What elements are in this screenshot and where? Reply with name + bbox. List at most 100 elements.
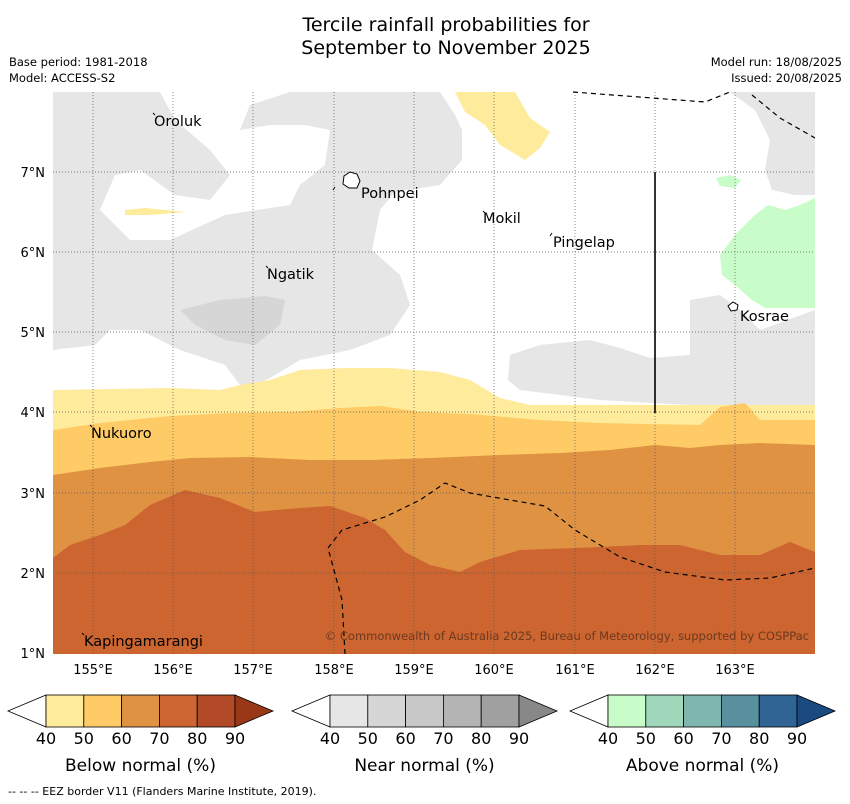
below-70-80-band [53,490,815,654]
colorbar-segment [442,694,482,728]
copyright-notice: © Commonwealth of Australia 2025, Bureau… [325,629,809,643]
near-normal-darker [180,296,285,345]
lat-tick-label: 4°N [21,406,46,421]
lat-tick-labels: 7°N 6°N 5°N 4°N 3°N 2°N 1°N [21,166,46,662]
place-label: Ngatik [267,267,315,283]
colorbar-label: Above normal (%) [626,756,779,776]
colorbar-tick-label: 40 [598,729,618,748]
place-label: Kosrae [740,309,789,325]
near-normal-region-east [508,295,815,405]
colorbar-tick-label: 80 [749,729,769,748]
above-normal-patch [716,175,741,188]
lat-tick-label: 1°N [21,647,46,662]
lon-tick-label: 160°E [474,663,514,678]
title-line-2: September to November 2025 [301,37,591,59]
colorbar: 40 50 60 70 80 90 Near normal (%) [290,694,559,776]
colorbar-segment [758,694,798,728]
kosrae-island [727,301,739,312]
colorbar-tick-label: 60 [111,729,131,748]
colorbar-extend-high [796,694,837,728]
colorbar-tick-label: 50 [636,729,656,748]
model-name: Model: ACCESS-S2 [9,71,116,85]
colorbar-tick-label: 40 [36,729,56,748]
colorbar-segment [329,694,369,728]
title-line-1: Tercile rainfall probabilities for [302,14,590,36]
colorbar-segment [196,694,236,728]
colorbar-tick-label: 50 [358,729,378,748]
colorbar-segment [480,694,520,728]
eez-footnote: -- -- -- EEZ border V11 (Flanders Marine… [8,785,317,798]
colorbar-segment [721,694,760,728]
lon-tick-labels: 155°E 156°E 157°E 158°E 159°E 160°E 161°… [73,663,755,678]
place-label: Nukuoro [91,426,152,442]
lon-tick-label: 156°E [153,663,193,678]
place-label: Pohnpei [361,186,419,202]
place-labels: Oroluk Pohnpei Mokil Pingelap Ngatik Kos… [84,114,789,650]
colorbar-segment [683,694,722,728]
meta-left: Base period: 1981-2018 Model: ACCESS-S2 [9,54,148,86]
colorbar-segment [645,694,684,728]
lon-tick-label: 162°E [635,663,675,678]
colorbar-tick-label: 80 [471,729,491,748]
lon-tick-label: 161°E [555,663,595,678]
below-normal-patch-north [455,92,550,160]
colorbar-tick-label: 90 [787,729,807,748]
colorbar: 40 50 60 70 80 90 Below normal (%) [6,694,275,776]
below-normal-patch-west [125,208,185,215]
colorbar-tick-label: 60 [395,729,415,748]
island-shapes [342,171,739,312]
map-grid [53,92,815,654]
place-label: Mokil [483,211,521,227]
colorbar-extend-low [290,694,331,728]
colorbar: 40 50 60 70 80 90 Above normal (%) [568,694,837,776]
place-label: Kapingamarangi [84,634,203,650]
lat-tick-label: 5°N [21,326,46,341]
lon-tick-label: 158°E [314,663,354,678]
lon-tick-label: 155°E [73,663,113,678]
lat-tick-label: 6°N [21,246,46,261]
probability-fields [53,92,815,654]
colorbar-tick-label: 40 [320,729,340,748]
colorbar-segment [607,694,647,728]
lat-tick-label: 7°N [21,166,46,181]
colorbar-tick-label: 90 [225,729,245,748]
lon-tick-label: 159°E [394,663,434,678]
colorbar-segment [158,694,198,728]
model-run: Model run: 18/08/2025 [710,55,842,69]
colorbar-extend-low [6,694,47,728]
colorbar-tick-label: 70 [433,729,453,748]
colorbar-segment [367,694,406,728]
lon-tick-label: 157°E [233,663,273,678]
place-label: Pingelap [553,235,615,251]
lat-tick-label: 2°N [21,567,46,582]
colorbar-tick-label: 50 [74,729,94,748]
colorbar-tick-label: 80 [187,729,207,748]
place-label: Oroluk [154,114,202,130]
lon-tick-label: 163°E [715,663,755,678]
colorbar-label: Near normal (%) [354,756,494,776]
colorbar-tick-label: 70 [149,729,169,748]
near-normal-region-ne [730,92,815,195]
lat-tick-label: 3°N [21,487,46,502]
base-period: Base period: 1981-2018 [9,55,148,69]
colorbar-segment [121,694,160,728]
issued-date: Issued: 20/08/2025 [731,71,842,85]
colorbar-extend-high [234,694,275,728]
island-dots [81,112,553,636]
colorbar-extend-high [518,694,559,728]
colorbar-tick-label: 70 [711,729,731,748]
colorbars: 40 50 60 70 80 90 Below normal (%) 40 50 60 70 80 90… [6,694,837,776]
meta-right: Model run: 18/08/2025 Issued: 20/08/2025 [711,54,842,86]
above-normal-region [720,198,815,308]
colorbar-segment [405,694,444,728]
colorbar-label: Below normal (%) [65,756,216,776]
colorbar-extend-low [568,694,609,728]
pohnpei-island [342,171,361,189]
colorbar-tick-label: 90 [509,729,529,748]
eez-borders [327,91,816,655]
colorbar-tick-label: 60 [673,729,693,748]
near-normal-region [53,92,462,385]
colorbar-segment [83,694,123,728]
map-title: Tercile rainfall probabilities for Septe… [0,14,850,60]
